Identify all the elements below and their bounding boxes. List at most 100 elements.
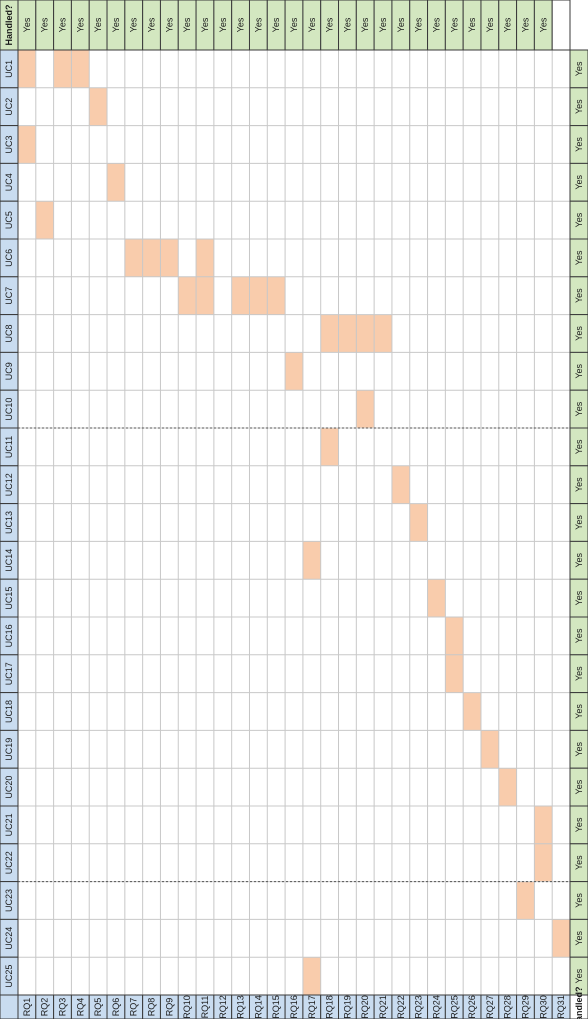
requirement-label: RQ23 [414,995,424,1019]
mapped-cell [196,276,214,315]
mapped-cell [89,87,108,126]
use-case-handled-value: Yes [574,515,584,530]
requirement-handled-value: Yes [520,17,530,32]
requirement-handled-value: Yes [396,17,406,32]
requirement-label: RQ19 [342,995,352,1019]
requirement-label: RQ10 [182,995,192,1019]
mapped-cell [320,314,339,353]
requirement-handled-value: Yes [40,17,50,32]
use-case-handled-value: Yes [574,326,584,341]
use-case-label: UC18 [4,700,14,723]
requirement-label: RQ27 [485,995,495,1019]
mapped-cell [196,239,214,277]
use-case-handled-value: Yes [574,61,584,76]
use-case-label: UC17 [4,662,14,685]
requirement-handled-value: Yes [325,17,335,32]
use-case-label: UC1 [4,60,14,78]
use-case-label: UC21 [4,813,14,836]
use-case-handled-value: Yes [574,779,584,794]
mapped-cell [178,276,197,315]
requirement-label: RQ20 [360,995,370,1019]
use-case-label: UC16 [4,624,14,647]
use-case-label: UC7 [4,287,14,305]
mapped-cell [302,957,321,995]
requirement-label: RQ29 [520,995,530,1019]
requirement-handled-value: Yes [129,17,139,32]
mapped-cell [374,314,392,353]
requirement-label: RQ21 [378,995,388,1019]
mapped-cell [445,617,464,655]
use-case-label: UC13 [4,511,14,534]
mapped-cell [391,465,410,504]
use-case-handled-value: Yes [574,741,584,756]
mapping-grid [18,50,570,995]
requirement-label: RQ2 [40,998,50,1017]
requirement-label: RQ8 [147,998,157,1017]
use-case-handled-value: Yes [574,401,584,416]
bottom-corner-label: Handled? [574,986,584,1019]
mapped-cell [53,50,72,88]
use-case-label: UC4 [4,173,14,191]
mapped-cell [356,390,375,428]
requirement-label: RQ31 [556,995,566,1019]
requirement-handled-value: Yes [414,17,424,32]
requirement-label: RQ11 [200,996,210,1019]
mapped-cell [107,163,125,202]
requirement-handled-value: Yes [307,17,317,32]
requirement-label: RQ28 [503,995,513,1019]
mapped-cell [516,881,535,920]
use-case-label: UC2 [4,98,14,116]
use-case-handled-value: Yes [574,930,584,945]
mapped-cell [71,50,90,88]
mapped-cell [498,768,517,806]
requirement-handled-value: Yes [271,17,281,32]
requirement-label: RQ3 [58,998,68,1017]
requirement-handled-value: Yes [147,17,157,32]
requirement-handled-value: Yes [111,17,121,32]
requirement-handled-value: Yes [289,17,299,32]
mapped-cell [231,276,250,315]
use-case-handled-value: Yes [574,628,584,643]
use-case-label: UC22 [4,851,14,874]
grid-lines [17,49,588,996]
mapped-cell [249,276,268,315]
requirement-handled-value: Yes [58,17,68,32]
requirement-handled-value: Yes [485,17,495,32]
requirement-handled-value: Yes [75,17,85,32]
empty-header-cell [551,0,571,51]
mapped-cell [534,843,553,882]
mapped-cell [356,314,375,353]
mapped-cell [285,352,303,391]
use-case-label: UC14 [4,549,14,572]
requirement-label: RQ25 [449,995,459,1019]
mapped-cell [534,806,553,844]
mapped-cell [267,276,286,315]
use-case-label: UC20 [4,776,14,799]
requirement-label: RQ7 [129,998,139,1017]
use-case-handled-value: Yes [574,704,584,719]
use-case-handled-value: Yes [574,212,584,227]
requirement-label: RQ17 [307,995,317,1019]
use-case-handled-value: Yes [574,439,584,454]
use-case-label: UC5 [4,211,14,229]
requirement-label: RQ4 [75,998,85,1017]
mapped-cell [124,239,143,277]
requirement-handled-value: Yes [200,17,210,32]
requirement-handled-value: Yes [378,17,388,32]
use-case-label: UC12 [4,473,14,496]
use-case-handled-value: Yes [574,666,584,681]
requirement-label: RQ24 [431,995,441,1019]
requirement-label: RQ14 [253,995,263,1019]
use-case-handled-value: Yes [574,288,584,303]
mapped-cell [463,692,481,731]
mapped-cell [552,919,570,958]
requirement-handled-value: Yes [182,17,192,32]
use-case-handled-value: Yes [574,968,584,983]
requirement-label: RQ9 [164,998,174,1017]
requirement-label: RQ15 [271,995,281,1019]
requirement-handled-value: Yes [93,17,103,32]
requirement-label: RQ5 [93,998,103,1017]
use-case-handled-value: Yes [574,855,584,870]
